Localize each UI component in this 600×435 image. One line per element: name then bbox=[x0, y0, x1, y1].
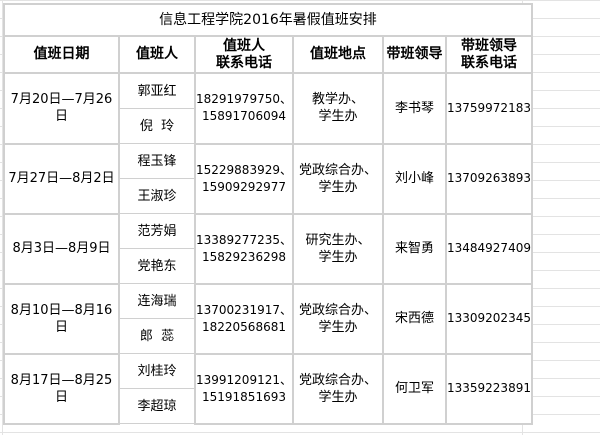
duty-person[interactable]: 倪 玲 bbox=[118, 108, 196, 144]
duty-person[interactable]: 郎 蕊 bbox=[118, 318, 196, 354]
duty-person[interactable]: 范芳娟 bbox=[118, 213, 196, 249]
duty-person[interactable]: 程玉锋 bbox=[118, 143, 196, 179]
table-title[interactable]: 信息工程学院2016年暑假值班安排 bbox=[3, 3, 533, 37]
duty-person[interactable]: 连海瑞 bbox=[118, 283, 196, 319]
table-row: 8月17日—8月25日 刘桂玲 13991209121、 15191851693 … bbox=[3, 352, 533, 425]
header-leader[interactable]: 带班领导 bbox=[381, 35, 447, 74]
duty-date[interactable]: 8月3日—8月9日 bbox=[3, 212, 120, 285]
duty-person[interactable]: 党艳东 bbox=[118, 248, 196, 284]
duty-location[interactable]: 党政综合办、 学生办 bbox=[291, 142, 384, 215]
leader[interactable]: 来智勇 bbox=[381, 212, 447, 285]
header-date[interactable]: 值班日期 bbox=[3, 35, 120, 74]
leader-phone[interactable]: 13759972183 bbox=[444, 72, 533, 145]
duty-person[interactable]: 李超琼 bbox=[118, 388, 196, 424]
leader[interactable]: 李书琴 bbox=[381, 72, 447, 145]
duty-phones[interactable]: 13991209121、 15191851693 bbox=[194, 352, 294, 425]
duty-phones[interactable]: 13389277235、 15829236298 bbox=[194, 212, 294, 285]
duty-person[interactable]: 郭亚红 bbox=[118, 72, 196, 109]
leader[interactable]: 刘小峰 bbox=[381, 142, 447, 215]
grid-line bbox=[2, 0, 3, 435]
table-row: 李超琼 bbox=[4, 388, 532, 424]
duty-person[interactable]: 刘桂玲 bbox=[118, 353, 196, 389]
duty-date[interactable]: 8月10日—8月16日 bbox=[3, 282, 120, 355]
leader[interactable]: 宋西德 bbox=[381, 282, 447, 355]
duty-location[interactable]: 研究生办、 学生办 bbox=[291, 212, 384, 285]
leader-phone[interactable]: 13309202345 bbox=[444, 282, 533, 355]
duty-date[interactable]: 7月27日—8月2日 bbox=[3, 142, 120, 215]
header-person[interactable]: 值班人 bbox=[118, 35, 196, 74]
header-person-phone[interactable]: 值班人 联系电话 bbox=[194, 35, 294, 74]
duty-date[interactable]: 8月17日—8月25日 bbox=[3, 352, 120, 425]
table-row: 8月3日—8月9日 范芳娟 13389277235、 15829236298 研究… bbox=[3, 212, 533, 285]
leader-phone[interactable]: 13484927409 bbox=[444, 212, 533, 285]
duty-location[interactable]: 党政综合办、 学生办 bbox=[291, 352, 384, 425]
leader[interactable]: 何卫军 bbox=[381, 352, 447, 425]
duty-location[interactable]: 教学办、 学生办 bbox=[291, 72, 384, 145]
table-row: 7月27日—8月2日 程玉锋 15229883929、 15909292977 党… bbox=[3, 142, 533, 215]
duty-phones[interactable]: 18291979750、 15891706094 bbox=[194, 72, 294, 145]
duty-phones[interactable]: 13700231917、 18220568681 bbox=[194, 282, 294, 355]
header-location[interactable]: 值班地点 bbox=[291, 35, 384, 74]
duty-phones[interactable]: 15229883929、 15909292977 bbox=[194, 142, 294, 215]
table-row: 8月10日—8月16日 连海瑞 13700231917、 18220568681 … bbox=[3, 282, 533, 355]
duty-schedule-table: 信息工程学院2016年暑假值班安排 值班日期 值班人 值班人 联系电话 值班地点 … bbox=[3, 3, 533, 425]
header-leader-phone[interactable]: 带班领导 联系电话 bbox=[444, 35, 533, 74]
table-row: 郎 蕊 bbox=[4, 318, 532, 354]
leader-phone[interactable]: 13709263893 bbox=[444, 142, 533, 215]
duty-date[interactable]: 7月20日—7月26日 bbox=[3, 72, 120, 145]
duty-person[interactable]: 王淑珍 bbox=[118, 178, 196, 214]
duty-location[interactable]: 党政综合办、 学生办 bbox=[291, 282, 384, 355]
table-row: 7月20日—7月26日 郭亚红 18291979750、 15891706094 … bbox=[3, 72, 533, 145]
leader-phone[interactable]: 13359223891 bbox=[444, 352, 533, 425]
table-row: 王淑珍 bbox=[4, 178, 532, 214]
